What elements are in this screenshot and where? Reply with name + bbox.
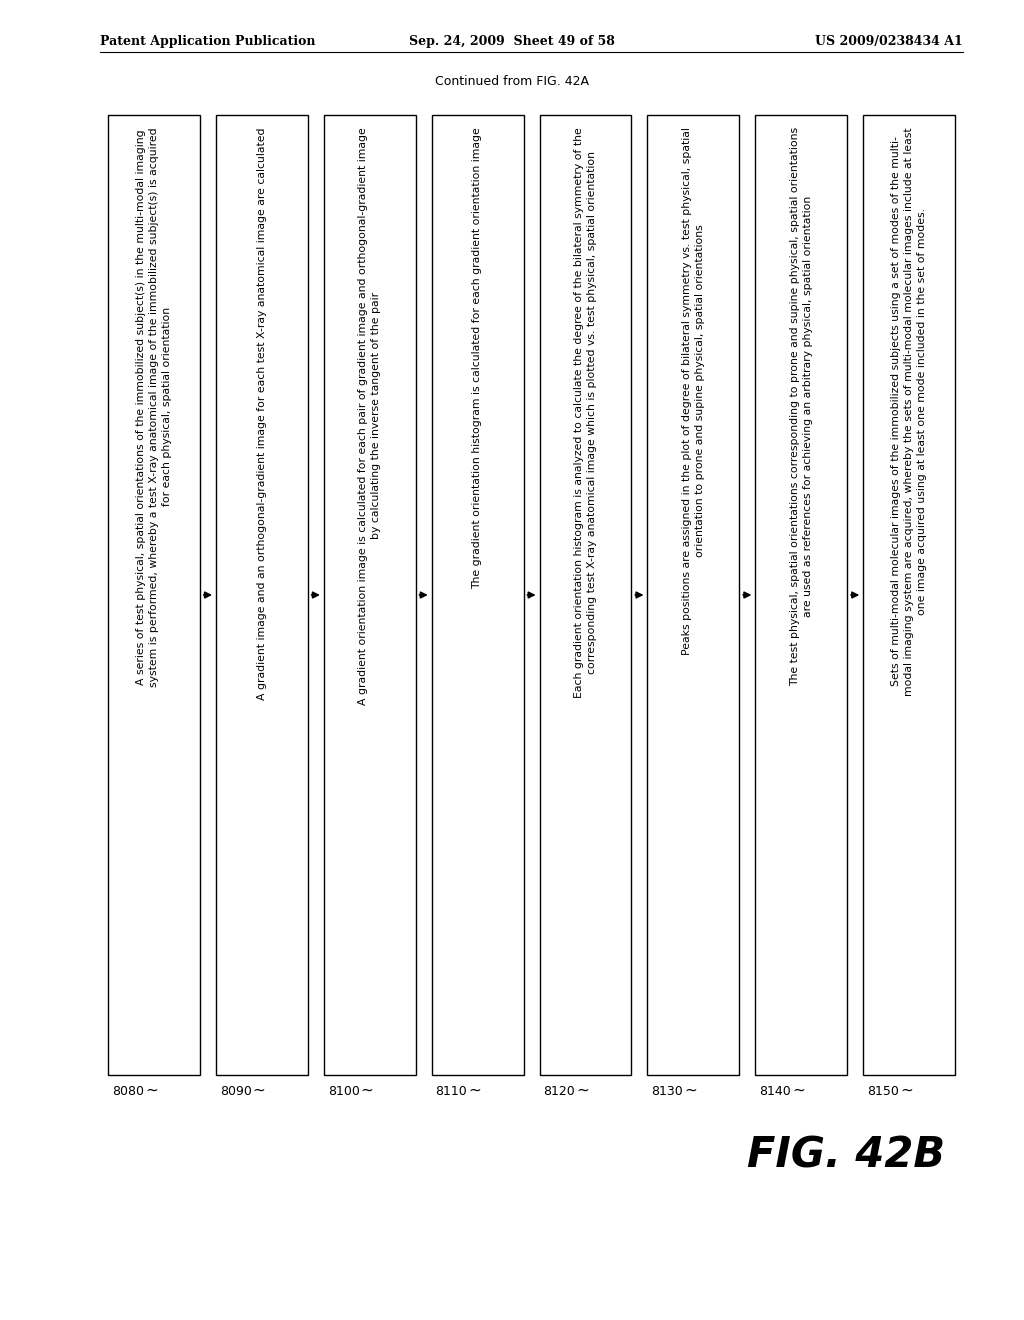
Text: 8080: 8080 — [112, 1085, 144, 1098]
Bar — [540, 115, 632, 1074]
Text: ~: ~ — [469, 1082, 481, 1098]
Text: A gradient orientation image is calculated for each pair of gradient image and o: A gradient orientation image is calculat… — [358, 127, 381, 705]
Text: ~: ~ — [577, 1082, 589, 1098]
Text: ~: ~ — [900, 1082, 912, 1098]
Text: Patent Application Publication: Patent Application Publication — [100, 36, 315, 48]
Bar — [324, 115, 416, 1074]
Text: ~: ~ — [145, 1082, 158, 1098]
Text: 8150: 8150 — [867, 1085, 899, 1098]
Bar — [863, 115, 955, 1074]
Text: US 2009/0238434 A1: US 2009/0238434 A1 — [815, 36, 963, 48]
Text: 8130: 8130 — [651, 1085, 683, 1098]
Bar — [432, 115, 523, 1074]
Text: 8100: 8100 — [328, 1085, 359, 1098]
Text: 8140: 8140 — [759, 1085, 791, 1098]
Bar — [647, 115, 739, 1074]
Text: The gradient orientation histogram is calculated for each gradient orientation i: The gradient orientation histogram is ca… — [472, 127, 482, 589]
Text: 8120: 8120 — [544, 1085, 575, 1098]
Text: ~: ~ — [793, 1082, 805, 1098]
Text: A gradient image and an orthogonal-gradient image for each test X-ray anatomical: A gradient image and an orthogonal-gradi… — [257, 127, 267, 700]
Text: Each gradient orientation histogram is analyzed to calculate the degree of the b: Each gradient orientation histogram is a… — [574, 127, 597, 698]
Text: ~: ~ — [253, 1082, 265, 1098]
Bar — [216, 115, 308, 1074]
Text: ~: ~ — [684, 1082, 697, 1098]
Text: Sep. 24, 2009  Sheet 49 of 58: Sep. 24, 2009 Sheet 49 of 58 — [409, 36, 615, 48]
Text: A series of test physical, spatial orientations of the immobilized subject(s) in: A series of test physical, spatial orien… — [136, 127, 172, 686]
Text: The test physical, spatial orientations corresponding to prone and supine physic: The test physical, spatial orientations … — [790, 127, 813, 686]
Text: Peaks positions are assigned in the plot of degree of bilateral symmetry vs. tes: Peaks positions are assigned in the plot… — [682, 127, 705, 655]
Text: Sets of multi-modal molecular images of the immobilized subjects using a set of : Sets of multi-modal molecular images of … — [891, 127, 927, 696]
Text: FIG. 42B: FIG. 42B — [746, 1135, 945, 1177]
Text: 8110: 8110 — [435, 1085, 467, 1098]
Text: 8090: 8090 — [220, 1085, 252, 1098]
Bar — [756, 115, 847, 1074]
Text: ~: ~ — [360, 1082, 374, 1098]
Text: Continued from FIG. 42A: Continued from FIG. 42A — [435, 75, 589, 88]
Bar — [108, 115, 200, 1074]
